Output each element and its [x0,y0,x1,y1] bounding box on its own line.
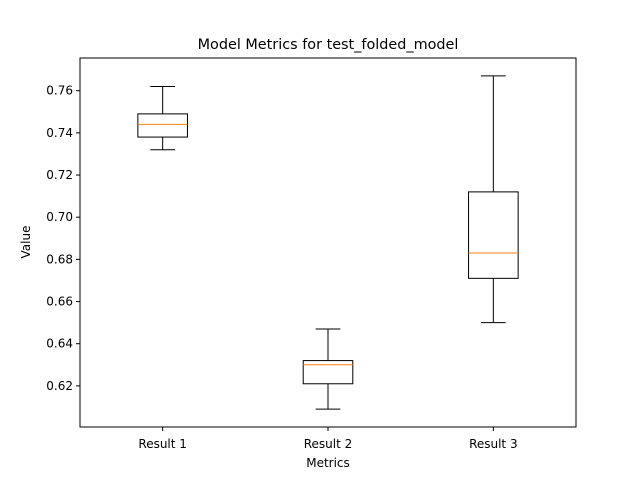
box-3 [468,75,519,324]
box-group [137,75,519,410]
y-tick-label: 0.64 [46,337,73,351]
box-2 [302,328,354,410]
y-axis-ticks: 0.62 0.64 0.66 0.68 0.70 0.72 0.74 0.76 [46,84,80,393]
iqr-box [137,113,188,138]
chart-title: Model Metrics for test_folded_model [198,37,459,53]
x-tick-label: Result 3 [469,437,518,451]
y-tick-label: 0.74 [46,126,73,140]
y-tick-label: 0.62 [46,379,73,393]
x-tick-label: Result 2 [304,437,353,451]
y-tick-label: 0.68 [46,252,73,266]
plot-frame [79,57,577,428]
y-tick-label: 0.72 [46,168,73,182]
x-axis-label: Metrics [306,456,350,470]
iqr-box [468,191,519,279]
x-axis-ticks: Result 1 Result 2 Result 3 [138,427,518,451]
x-tick-label: Result 1 [138,437,187,451]
box-1 [137,85,188,151]
y-tick-label: 0.70 [46,210,73,224]
y-tick-label: 0.66 [46,295,73,309]
iqr-box [302,360,354,385]
y-axis-label: Value [19,226,33,259]
y-tick-label: 0.76 [46,84,73,98]
